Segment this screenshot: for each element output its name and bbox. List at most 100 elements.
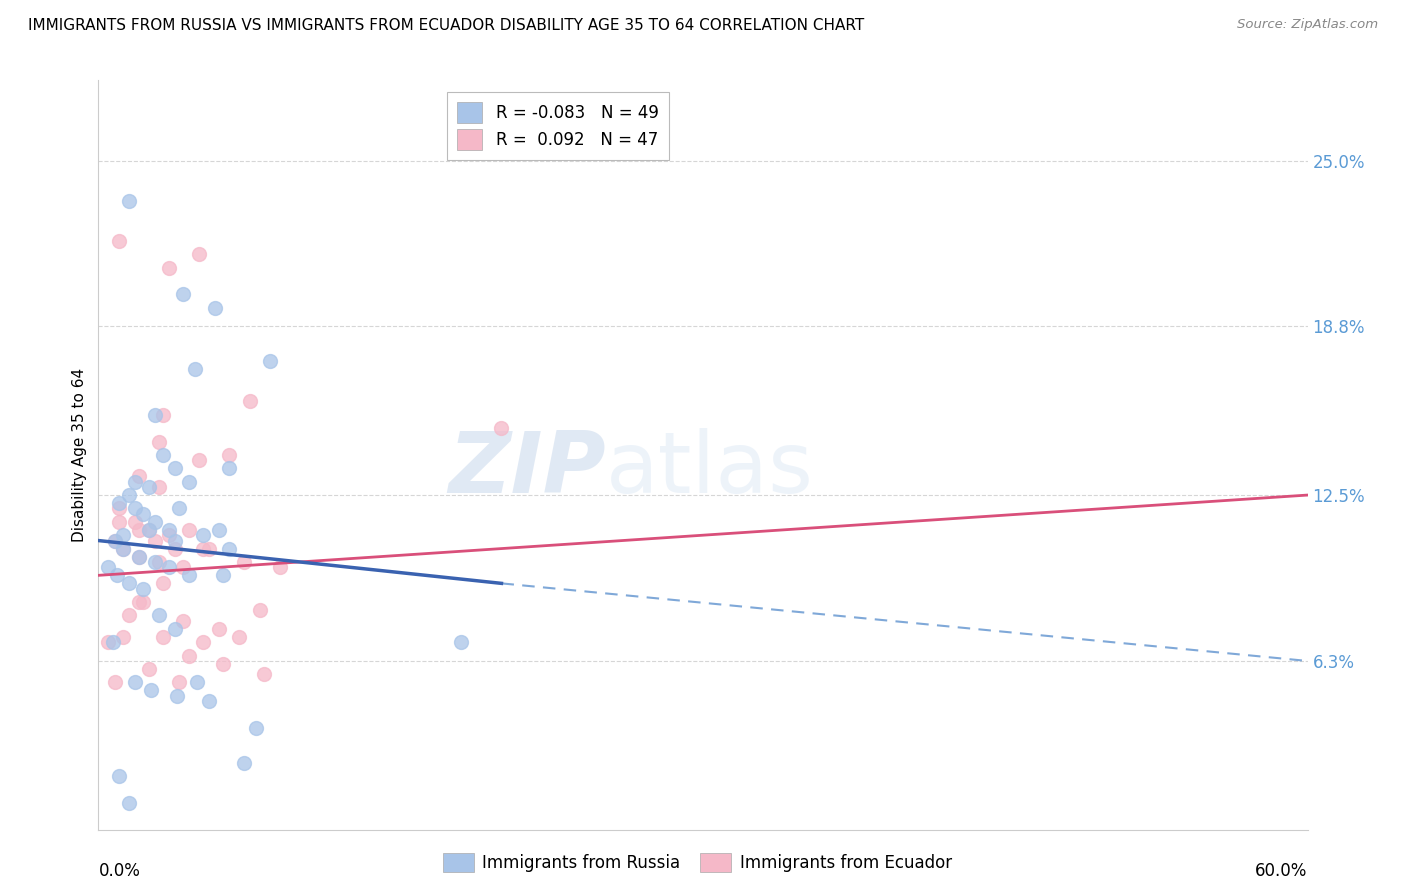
Point bbox=[157, 560, 180, 574]
Point bbox=[198, 694, 221, 708]
Text: ZIP: ZIP bbox=[449, 428, 606, 511]
Point bbox=[208, 523, 231, 537]
Text: Source: ZipAtlas.com: Source: ZipAtlas.com bbox=[1237, 18, 1378, 31]
Point bbox=[163, 541, 186, 556]
Point bbox=[101, 635, 124, 649]
Point bbox=[184, 362, 207, 376]
Point bbox=[138, 523, 160, 537]
Point bbox=[103, 533, 125, 548]
Point bbox=[105, 568, 128, 582]
Text: Immigrants from Russia: Immigrants from Russia bbox=[482, 854, 681, 871]
Point bbox=[166, 689, 188, 703]
Point bbox=[118, 194, 141, 208]
Point bbox=[124, 515, 146, 529]
Point bbox=[212, 657, 235, 671]
Point bbox=[107, 501, 129, 516]
Point bbox=[152, 630, 174, 644]
Point bbox=[118, 488, 141, 502]
Point bbox=[132, 507, 155, 521]
Point bbox=[138, 480, 160, 494]
Point bbox=[167, 501, 190, 516]
Point bbox=[107, 515, 129, 529]
Point bbox=[124, 675, 146, 690]
Point bbox=[152, 576, 174, 591]
Point bbox=[186, 675, 208, 690]
Point bbox=[143, 555, 166, 569]
Point bbox=[218, 461, 240, 475]
Point bbox=[157, 523, 180, 537]
Point bbox=[163, 461, 186, 475]
Point bbox=[111, 541, 134, 556]
Point bbox=[259, 354, 281, 368]
Point bbox=[111, 630, 134, 644]
Point bbox=[172, 287, 194, 301]
Point bbox=[232, 555, 254, 569]
Point bbox=[107, 234, 129, 248]
Point bbox=[138, 523, 160, 537]
Point bbox=[118, 796, 141, 810]
Point bbox=[208, 622, 231, 636]
Point bbox=[118, 576, 141, 591]
Point bbox=[107, 769, 129, 783]
Point bbox=[167, 675, 190, 690]
Point bbox=[163, 622, 186, 636]
Point bbox=[157, 528, 180, 542]
Point bbox=[128, 549, 150, 564]
Point bbox=[118, 608, 141, 623]
Point bbox=[143, 408, 166, 422]
Point bbox=[148, 608, 170, 623]
Point bbox=[152, 408, 174, 422]
Point bbox=[193, 635, 215, 649]
Point bbox=[188, 453, 211, 467]
Text: IMMIGRANTS FROM RUSSIA VS IMMIGRANTS FROM ECUADOR DISABILITY AGE 35 TO 64 CORREL: IMMIGRANTS FROM RUSSIA VS IMMIGRANTS FRO… bbox=[28, 18, 865, 33]
Point bbox=[198, 541, 221, 556]
Point bbox=[148, 434, 170, 449]
Point bbox=[218, 448, 240, 462]
Point bbox=[232, 756, 254, 770]
Point bbox=[128, 523, 150, 537]
Point bbox=[193, 528, 215, 542]
Point bbox=[249, 603, 271, 617]
Text: 0.0%: 0.0% bbox=[98, 862, 141, 880]
Point bbox=[107, 496, 129, 510]
Point bbox=[172, 614, 194, 628]
Point bbox=[193, 541, 215, 556]
Y-axis label: Disability Age 35 to 64: Disability Age 35 to 64 bbox=[72, 368, 87, 542]
Point bbox=[188, 247, 211, 261]
Point bbox=[97, 635, 120, 649]
Point bbox=[138, 662, 160, 676]
Point bbox=[152, 448, 174, 462]
Point bbox=[132, 595, 155, 609]
Point bbox=[179, 523, 201, 537]
Point bbox=[245, 721, 267, 735]
Point bbox=[253, 667, 276, 681]
Point bbox=[450, 635, 472, 649]
Text: atlas: atlas bbox=[606, 428, 814, 511]
Point bbox=[218, 541, 240, 556]
Point bbox=[143, 515, 166, 529]
Point bbox=[179, 568, 201, 582]
Point bbox=[491, 421, 513, 435]
Point bbox=[132, 582, 155, 596]
Point bbox=[179, 475, 201, 489]
Point bbox=[172, 560, 194, 574]
Point bbox=[128, 469, 150, 483]
Point bbox=[103, 675, 125, 690]
Point bbox=[97, 560, 120, 574]
Point bbox=[269, 560, 291, 574]
Point bbox=[212, 568, 235, 582]
Point bbox=[128, 549, 150, 564]
Point bbox=[111, 528, 134, 542]
Legend: R = -0.083   N = 49, R =  0.092   N = 47: R = -0.083 N = 49, R = 0.092 N = 47 bbox=[447, 93, 668, 160]
Point bbox=[179, 648, 201, 663]
Point bbox=[163, 533, 186, 548]
Point bbox=[124, 475, 146, 489]
Point bbox=[239, 394, 262, 409]
Point bbox=[143, 533, 166, 548]
Point bbox=[103, 533, 125, 548]
Point bbox=[139, 683, 162, 698]
Point bbox=[124, 501, 146, 516]
Point bbox=[204, 301, 226, 315]
Point bbox=[111, 541, 134, 556]
Point bbox=[148, 480, 170, 494]
